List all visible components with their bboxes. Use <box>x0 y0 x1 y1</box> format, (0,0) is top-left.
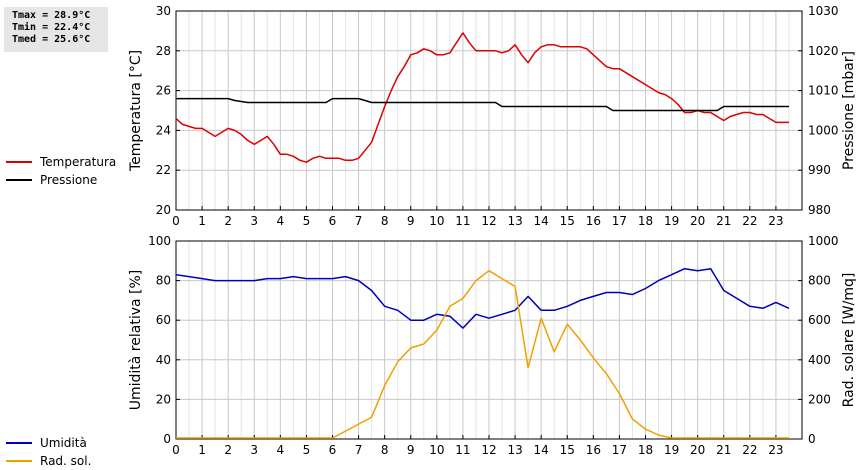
x-tick-label-bottom: 4 <box>277 443 285 457</box>
x-tick-label-bottom: 8 <box>381 443 389 457</box>
y-tick-label-top: 22 <box>156 163 171 177</box>
y-tick-label-bottom: 80 <box>156 274 171 288</box>
x-tick-label-bottom: 17 <box>612 443 627 457</box>
y2-tick-label-bottom: 0 <box>808 432 816 446</box>
x-tick-label-bottom: 11 <box>455 443 470 457</box>
x-tick-label-bottom: 9 <box>407 443 415 457</box>
x-tick-label-top: 20 <box>690 214 705 228</box>
x-tick-label-bottom: 16 <box>586 443 601 457</box>
x-tick-label-bottom: 1 <box>198 443 206 457</box>
x-tick-label-bottom: 21 <box>716 443 731 457</box>
x-tick-label-top: 3 <box>250 214 258 228</box>
x-tick-label-top: 1 <box>198 214 206 228</box>
tmin-text: Tmin = 22.4°C <box>12 22 91 33</box>
y2-tick-label-top: 1010 <box>808 84 839 98</box>
x-tick-label-bottom: 3 <box>250 443 258 457</box>
legend-label-temperatura: Temperatura <box>40 155 117 169</box>
x-tick-label-top: 11 <box>455 214 470 228</box>
x-tick-label-top: 9 <box>407 214 415 228</box>
y2-tick-label-top: 990 <box>808 163 831 177</box>
x-tick-label-top: 23 <box>768 214 783 228</box>
x-tick-label-bottom: 7 <box>355 443 363 457</box>
y2-tick-label-bottom: 800 <box>808 274 831 288</box>
x-tick-label-bottom: 5 <box>303 443 311 457</box>
y-tick-label-bottom: 40 <box>156 353 171 367</box>
y2-axis-label-top: Pressione [mbar] <box>841 51 857 170</box>
series-line-temperatura <box>175 32 789 163</box>
x-tick-label-top: 7 <box>355 214 363 228</box>
y-tick-label-bottom: 0 <box>163 432 171 446</box>
y2-axis-label-bottom: Rad. solare [W/mq] <box>841 273 857 408</box>
x-tick-label-bottom: 0 <box>172 443 180 457</box>
y-tick-label-top: 24 <box>156 123 171 137</box>
series-line-pressione <box>176 97 789 112</box>
x-tick-label-bottom: 14 <box>534 443 549 457</box>
legend-item-temperatura: Temperatura <box>6 153 116 171</box>
legend-swatch-umidita <box>6 442 32 444</box>
x-tick-label-top: 4 <box>277 214 285 228</box>
y2-tick-label-top: 1030 <box>808 4 839 18</box>
y-axis-label-bottom: Umidità relativa [%] <box>128 270 144 411</box>
x-tick-label-bottom: 2 <box>224 443 232 457</box>
x-tick-label-bottom: 12 <box>481 443 496 457</box>
legend-swatch-temperatura <box>6 161 32 163</box>
x-tick-label-top: 17 <box>612 214 627 228</box>
x-tick-label-bottom: 10 <box>429 443 444 457</box>
y-axis-label-top: Temperatura [°C] <box>128 50 144 172</box>
x-tick-label-top: 16 <box>586 214 601 228</box>
x-tick-label-bottom: 23 <box>768 443 783 457</box>
y2-tick-label-bottom: 600 <box>808 313 831 327</box>
legend-swatch-pressione <box>6 179 32 181</box>
x-tick-label-top: 10 <box>429 214 444 228</box>
x-tick-label-top: 22 <box>742 214 757 228</box>
y-tick-label-top: 28 <box>156 44 171 58</box>
y-tick-label-bottom: 20 <box>156 392 171 406</box>
x-tick-label-top: 5 <box>303 214 311 228</box>
charts-canvas: 0 1 2 3 4 5 6 7 8 9 10 11 12 13 14 15 16 17 18 19 20 21 22 2320… <box>128 4 857 457</box>
x-tick-label-top: 13 <box>507 214 522 228</box>
x-tick-label-bottom: 15 <box>560 443 575 457</box>
tmax-text: Tmax = 28.9°C <box>12 10 91 21</box>
x-tick-label-top: 8 <box>381 214 389 228</box>
x-tick-label-bottom: 6 <box>329 443 337 457</box>
y2-tick-label-bottom: 400 <box>808 353 831 367</box>
y-tick-label-top: 20 <box>156 203 171 217</box>
series-line-umidit- <box>175 267 790 329</box>
stats-box: Tmax = 28.9°C Tmin = 22.4°C Tmed = 25.6°… <box>4 7 108 52</box>
x-tick-label-bottom: 19 <box>664 443 679 457</box>
legend-swatch-radsol <box>6 460 32 462</box>
x-tick-label-top: 0 <box>172 214 180 228</box>
x-tick-label-top: 14 <box>534 214 549 228</box>
tmed-text: Tmed = 25.6°C <box>12 34 91 45</box>
x-tick-label-top: 15 <box>560 214 575 228</box>
x-tick-label-top: 2 <box>224 214 232 228</box>
y-tick-label-top: 30 <box>156 4 171 18</box>
y2-tick-label-bottom: 200 <box>808 392 831 406</box>
y2-tick-label-top: 1000 <box>808 123 839 137</box>
legend-top: Temperatura Pressione <box>6 153 116 189</box>
y-tick-label-bottom: 100 <box>148 234 171 248</box>
legend-label-umidita: Umidità <box>40 436 87 450</box>
y2-tick-label-top: 1020 <box>808 44 839 58</box>
legend-item-umidita: Umidità <box>6 434 91 452</box>
x-tick-label-bottom: 20 <box>690 443 705 457</box>
x-tick-label-top: 6 <box>329 214 337 228</box>
legend-item-pressione: Pressione <box>6 171 116 189</box>
series-line-rad-sol- <box>176 269 789 439</box>
x-tick-label-top: 21 <box>716 214 731 228</box>
x-tick-label-bottom: 13 <box>507 443 522 457</box>
y-tick-label-bottom: 60 <box>156 313 171 327</box>
y2-tick-label-bottom: 1000 <box>808 234 839 248</box>
x-tick-label-top: 18 <box>638 214 653 228</box>
x-tick-label-top: 12 <box>481 214 496 228</box>
legend-label-pressione: Pressione <box>40 173 98 187</box>
x-tick-label-bottom: 18 <box>638 443 653 457</box>
x-tick-label-top: 19 <box>664 214 679 228</box>
y2-tick-label-top: 980 <box>808 203 831 217</box>
x-tick-label-bottom: 22 <box>742 443 757 457</box>
y-tick-label-top: 26 <box>156 84 171 98</box>
